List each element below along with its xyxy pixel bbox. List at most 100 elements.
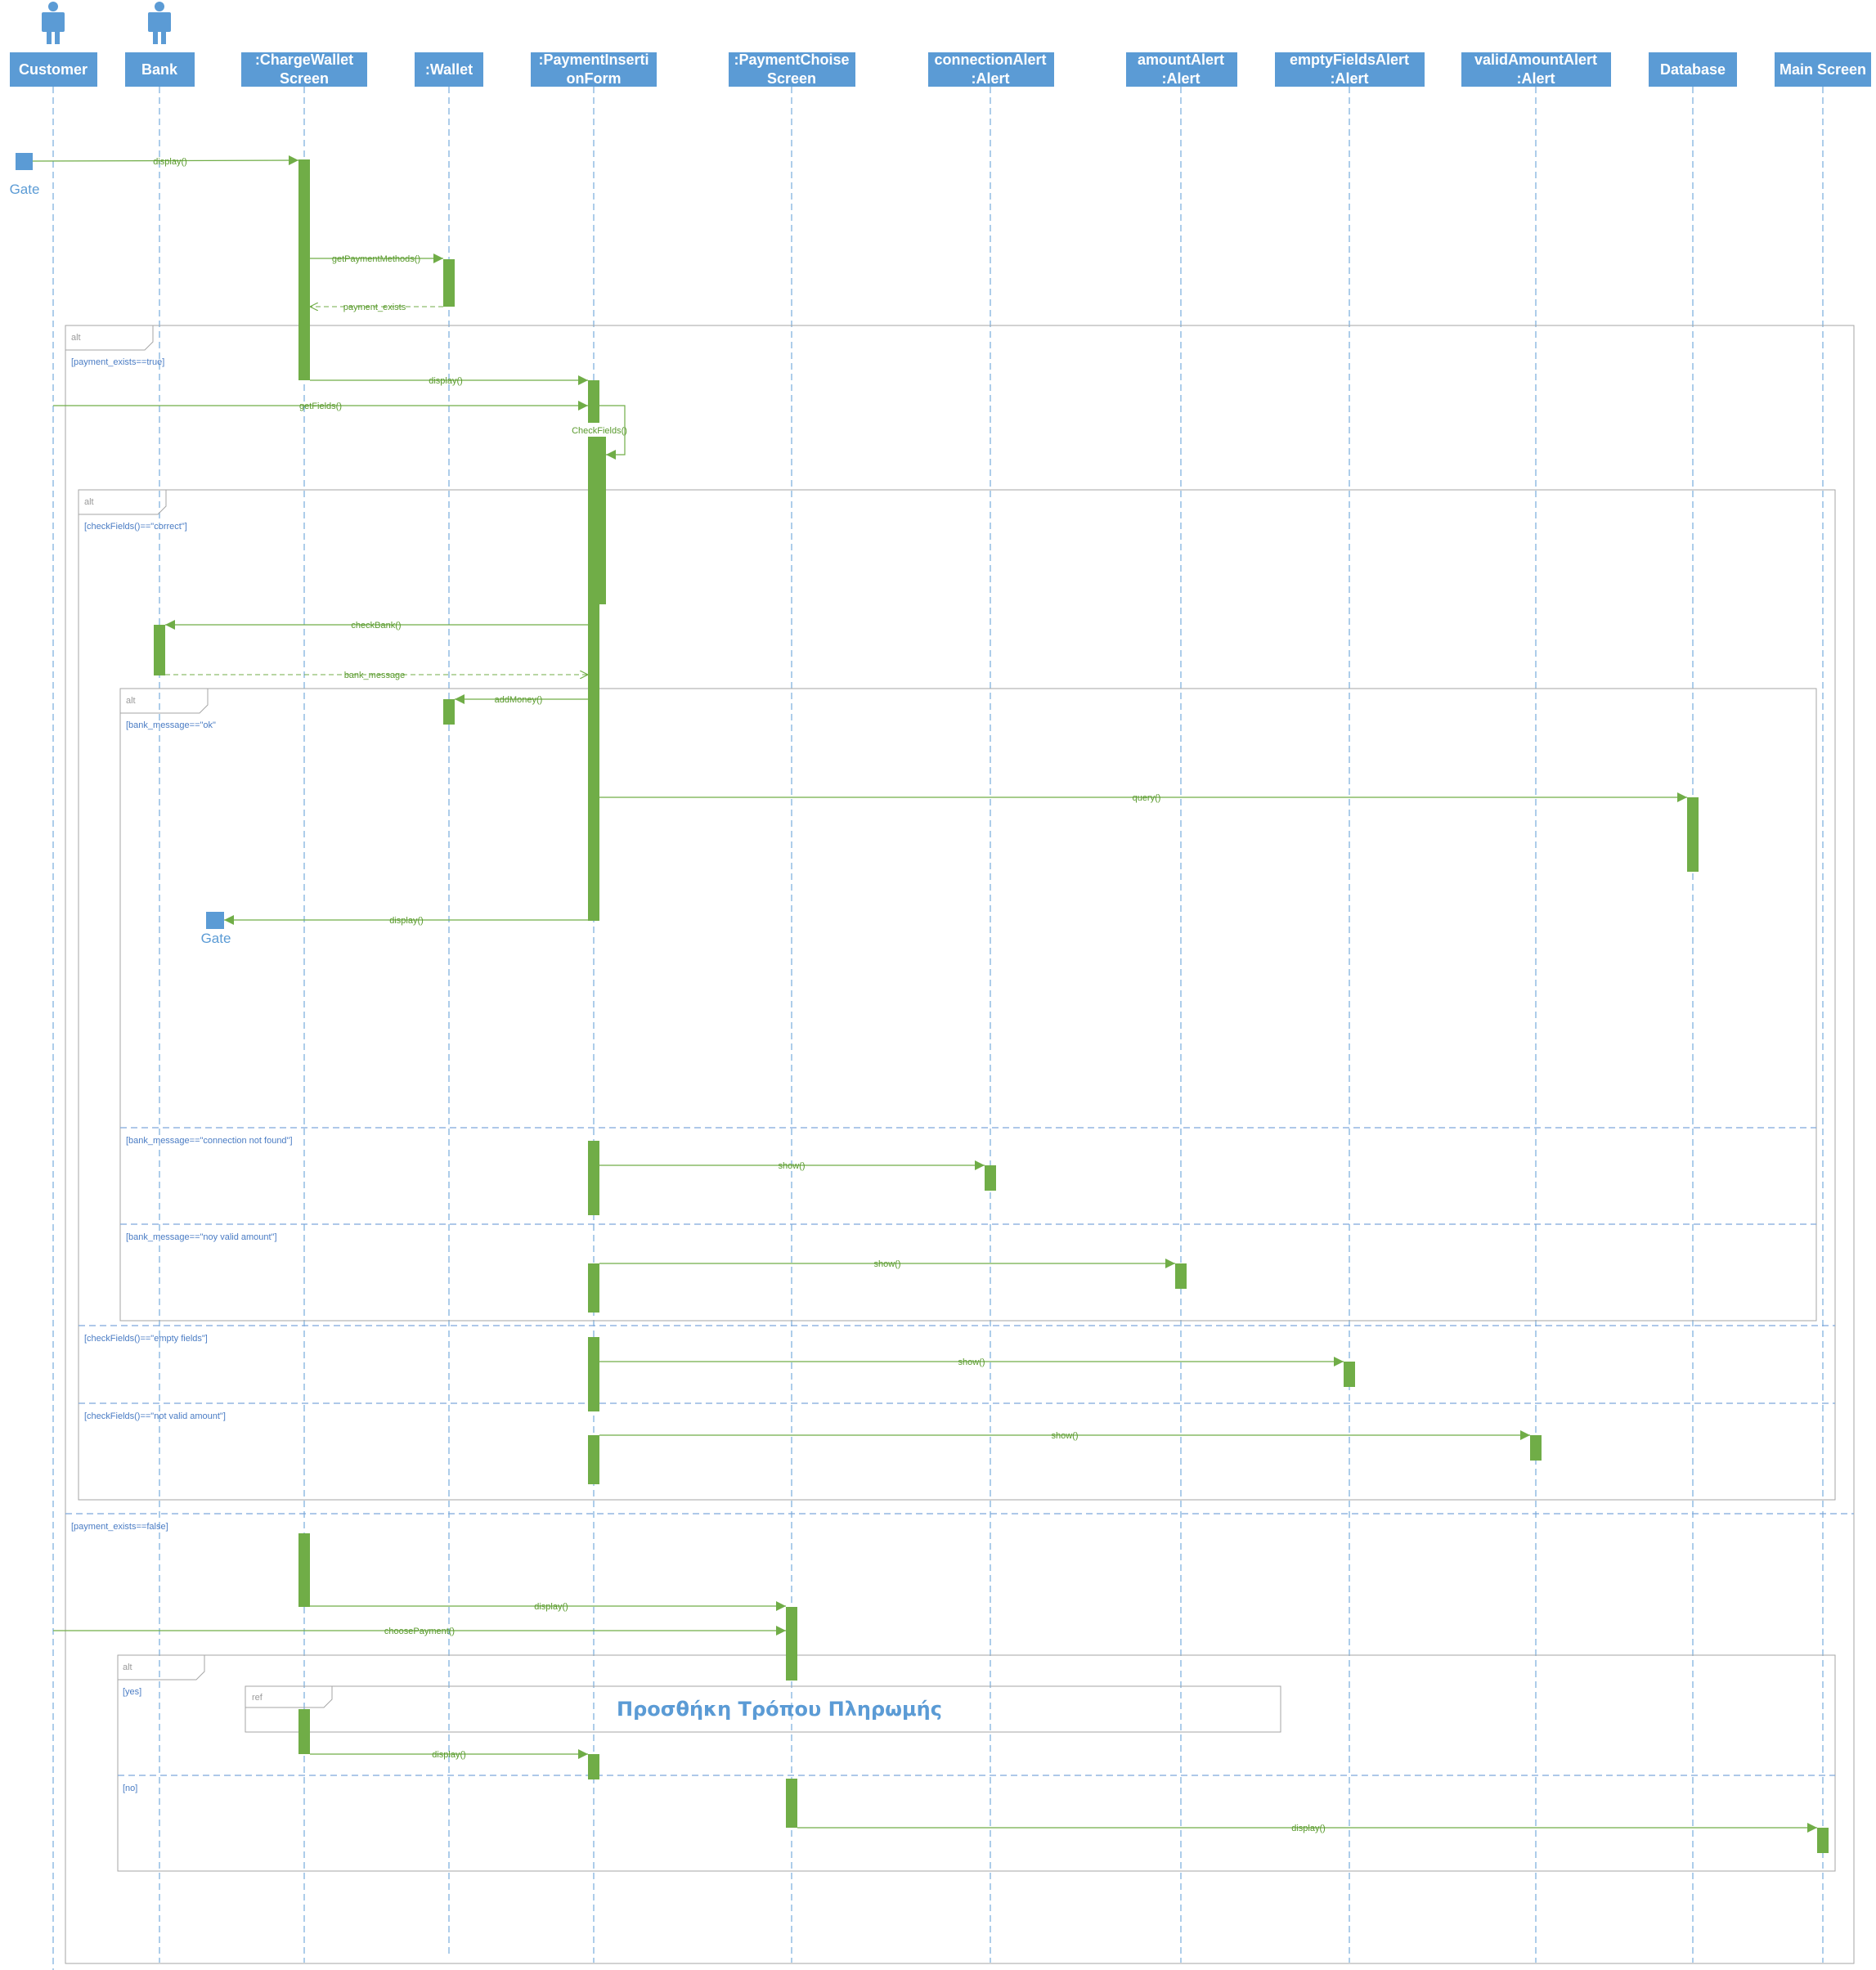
lifeline-header-wallet: :Wallet <box>415 52 483 87</box>
message-label: checkBank() <box>351 621 401 630</box>
message-label: getFields() <box>299 402 342 411</box>
message-label: addMoney() <box>495 695 543 705</box>
message-label: show() <box>778 1161 805 1171</box>
gate: Gate <box>10 153 40 197</box>
lifeline-title: :Wallet <box>425 61 473 78</box>
frame-operator: alt <box>71 333 81 343</box>
message-reply: bank_message <box>165 671 588 680</box>
guard-label: [checkFields()=="empty fields"] <box>84 1334 208 1344</box>
activation-bar <box>588 1337 599 1411</box>
activation-bar <box>443 259 455 307</box>
activation-bar <box>1817 1828 1829 1853</box>
activation-bar <box>1530 1435 1542 1461</box>
message-arrow: getPaymentMethods() <box>310 254 443 264</box>
activation-bar <box>786 1779 797 1828</box>
frame-outer-alt <box>65 325 1855 1964</box>
frame-tag-box <box>79 489 167 515</box>
gate: Gate <box>201 912 231 946</box>
activation-bar <box>298 1533 310 1607</box>
frame-labels: alt [payment_exists==true] [payment_exis… <box>71 333 942 1793</box>
activation-bar <box>985 1165 996 1191</box>
message-label: display() <box>389 916 424 926</box>
message-label: show() <box>873 1259 900 1269</box>
activation-bar <box>1344 1362 1355 1387</box>
lifeline-title: amountAlert <box>1138 52 1224 68</box>
activation-bar <box>298 1709 310 1754</box>
message-arrow: show() <box>599 1259 1175 1269</box>
message-arrow: show() <box>599 1160 985 1171</box>
lifeline-title: :ChargeWallet <box>255 52 353 68</box>
message-label: getPaymentMethods() <box>332 254 420 264</box>
lifeline-headers: Customer Bank :ChargeWallet Screen :Wall… <box>10 52 1871 87</box>
lifeline-title: validAmountAlert <box>1474 52 1597 68</box>
lifeline-title: Main Screen <box>1780 61 1866 78</box>
lifeline-title: connectionAlert <box>934 52 1046 68</box>
lifeline-subtitle: :Alert <box>1330 70 1368 87</box>
message-arrow: addMoney() <box>455 694 588 705</box>
message-label: bank_message <box>344 671 406 680</box>
message-label: choosePayment() <box>384 1627 455 1636</box>
lifeline-header-emptyfieldsalert: emptyFieldsAlert :Alert <box>1275 52 1425 87</box>
actor-icon <box>148 2 171 44</box>
guard-label: [payment_exists==true] <box>71 357 164 367</box>
activation-bar <box>154 625 165 675</box>
guard-label: [no] <box>123 1784 137 1793</box>
frame-checkfields-alt <box>78 489 1836 1501</box>
message-self: CheckFields() <box>572 405 627 460</box>
activation-bar <box>786 1607 797 1681</box>
message-label: display() <box>432 1750 466 1760</box>
message-reply: payment_exists <box>310 303 443 312</box>
gate-icon <box>16 153 33 170</box>
lifeline-title: :PaymentInserti <box>538 52 649 68</box>
message-arrow: choosePayment() <box>53 1626 786 1636</box>
activation-bar <box>588 380 599 423</box>
activation-bar <box>588 1141 599 1215</box>
activation-bar <box>298 159 310 380</box>
lifeline-header-validamountalert: validAmountAlert :Alert <box>1461 52 1611 87</box>
lifeline-title: emptyFieldsAlert <box>1290 52 1409 68</box>
lifeline-header-database: Database <box>1649 52 1737 87</box>
message-arrow: query() <box>599 792 1687 803</box>
message-arrow: show() <box>599 1430 1530 1441</box>
message-arrow: display() <box>310 1601 786 1612</box>
lifeline-title: Customer <box>19 61 88 78</box>
activations <box>154 159 1829 1853</box>
guard-label: [payment_exists==false] <box>71 1522 168 1532</box>
message-label: payment_exists <box>343 303 406 312</box>
message-label: display() <box>153 157 187 167</box>
lifeline-header-amountalert: amountAlert :Alert <box>1126 52 1237 87</box>
activation-bar <box>588 1263 599 1313</box>
frame-ref <box>245 1685 1281 1733</box>
lifeline-header-chargewallet: :ChargeWallet Screen <box>241 52 367 87</box>
lifeline-header-paymentinsertion: :PaymentInserti onForm <box>531 52 657 87</box>
activation-bar <box>1175 1263 1187 1289</box>
frame-tag-box <box>245 1685 333 1708</box>
messages: display() getPaymentMethods() payment_ex… <box>32 155 1817 1833</box>
ref-title: Προσθήκη Τρόπου Πληρωμής <box>617 1698 942 1721</box>
frame-tag-box <box>120 688 209 714</box>
guard-label: [yes] <box>123 1687 141 1697</box>
guard-label: [bank_message=="ok" <box>126 720 216 730</box>
message-arrow: display() <box>797 1823 1817 1833</box>
activation-bar <box>597 437 606 604</box>
lifeline-title: Bank <box>141 61 178 78</box>
guard-label: [bank_message=="noy valid amount"] <box>126 1232 277 1242</box>
lifeline-subtitle: onForm <box>567 70 622 87</box>
gate-label: Gate <box>10 182 40 197</box>
lifeline-header-connectionalert: connectionAlert :Alert <box>928 52 1054 87</box>
message-arrow: getFields() <box>53 401 588 411</box>
lifeline-subtitle: Screen <box>767 70 816 87</box>
lifeline-header-customer: Customer <box>10 52 97 87</box>
activation-bar <box>443 699 455 725</box>
message-arrow: show() <box>599 1357 1344 1367</box>
lifeline-header-mainscreen: Main Screen <box>1775 52 1871 87</box>
frame-tag-box <box>118 1654 205 1681</box>
lifeline-header-bank: Bank <box>125 52 195 87</box>
gate-label: Gate <box>201 931 231 946</box>
guard-label: [checkFields()=="not valid amount"] <box>84 1411 226 1421</box>
lifeline-subtitle: :Alert <box>971 70 1009 87</box>
frame-tag-box <box>65 325 154 351</box>
message-label: display() <box>534 1602 568 1612</box>
frame-operator: ref <box>252 1693 263 1703</box>
